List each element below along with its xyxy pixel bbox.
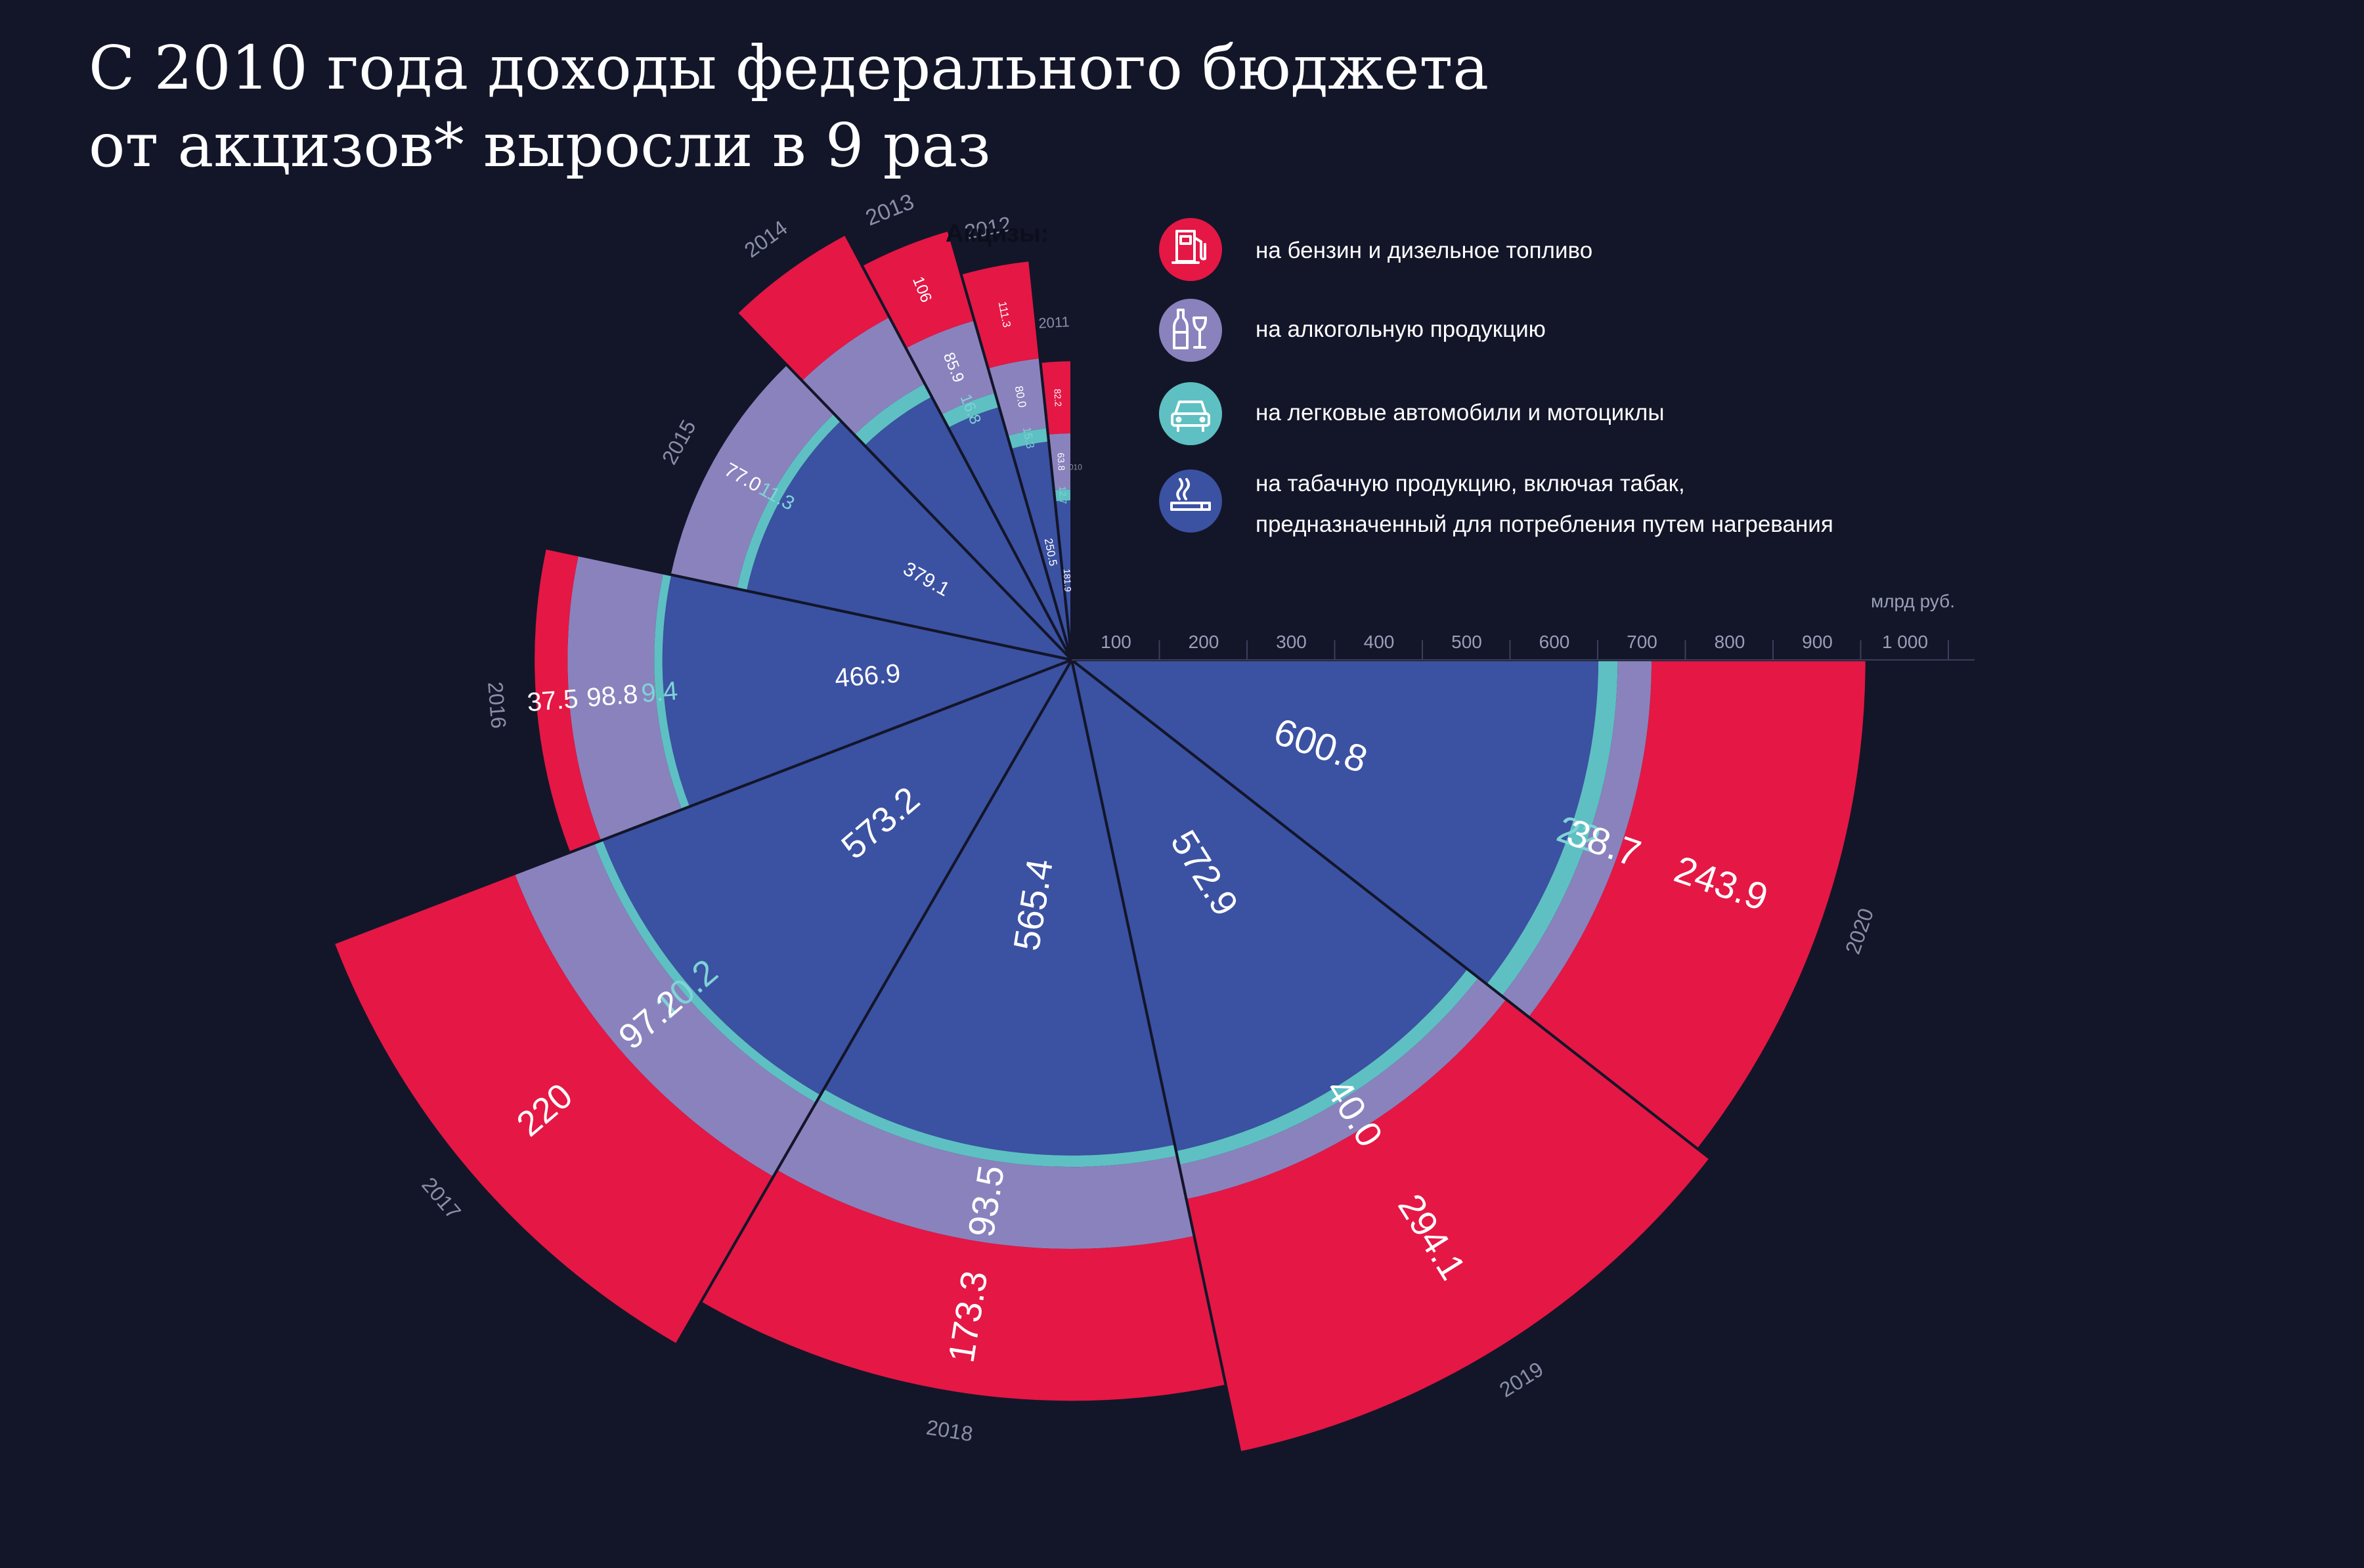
sector-fuel-2017 <box>334 873 774 1344</box>
value-label-tobacco-2016: 466.9 <box>834 659 902 693</box>
sector-alcohol-2014 <box>802 317 925 435</box>
sector-alcohol-2011 <box>1047 433 1072 490</box>
sector-cars-2011 <box>1053 489 1072 502</box>
sector-fuel-2014 <box>737 235 890 381</box>
sector-tobacco-2018 <box>823 660 1175 1156</box>
sector-tobacco-2014 <box>864 397 1072 660</box>
legend-label-tobacco-line-2: предназначенный для потребления путем на… <box>1256 512 1833 537</box>
value-label-alcohol-2016: 98.8 <box>586 680 639 712</box>
year-label-2015: 2015 <box>657 416 701 469</box>
sector-alcohol-2013 <box>906 320 996 415</box>
sector-edge-2014 <box>844 233 1073 661</box>
sector-cars-2016 <box>654 573 690 810</box>
legend-label-fuel: на бензин и дизельное топливо <box>1256 238 1592 263</box>
year-label-2016: 2016 <box>483 681 510 730</box>
radial-axis: 100 200 300 400 500 600 700 800 900 1 000 млрд руб… <box>1072 591 1975 661</box>
car-icon <box>1159 382 1222 445</box>
sector-fuel-2020 <box>1528 660 1866 1149</box>
radial-tick-label-1000: 1 000 <box>1882 632 1928 652</box>
legend-label-tobacco-line-1: на табачную продукцию, включая табак, <box>1256 471 1685 496</box>
legend-heading: Акцизы: <box>946 220 1049 248</box>
value-label-fuel-2016: 37.5 <box>526 684 579 717</box>
year-label-2018: 2018 <box>925 1415 974 1446</box>
year-label-2017: 2017 <box>417 1173 466 1224</box>
sector-tobacco-2015 <box>746 420 1072 660</box>
radial-tick-label-700: 700 <box>1627 632 1657 652</box>
year-label-2013: 2013 <box>862 189 917 231</box>
sector-edge-2018 <box>699 659 1073 1303</box>
sector-alcohol-2015 <box>670 365 834 589</box>
sector-alcohol-2017 <box>514 843 816 1177</box>
radial-tick-label-900: 900 <box>1802 632 1833 652</box>
value-label-cars-2016: 9.4 <box>640 676 679 708</box>
sector-cars-2019 <box>1176 969 1479 1165</box>
legend-item-cars: на легковые автомобили и мотоциклы <box>1159 382 1665 445</box>
sector-tobacco-2020 <box>1072 660 1599 984</box>
chart-sectors <box>334 231 1866 1452</box>
sector-alcohol-2019 <box>1179 978 1506 1200</box>
legend-label-alcohol: на алкогольную продукцию <box>1256 316 1546 342</box>
chart-title-line-1: С 2010 года доходы федерального бюджета <box>89 33 1489 103</box>
sector-fuel-2013 <box>862 231 974 349</box>
sector-edge-2013 <box>947 229 1073 661</box>
radial-tick-label-600: 600 <box>1539 632 1570 652</box>
radial-tick-label-200: 200 <box>1189 632 1219 652</box>
sector-edge-2017 <box>332 659 1072 945</box>
legend-item-fuel: на бензин и дизельное топливо <box>1159 218 1592 281</box>
sector-fuel-2011 <box>1040 361 1072 435</box>
year-label-2014: 2014 <box>740 215 792 262</box>
year-label-2019: 2019 <box>1495 1357 1547 1402</box>
sector-fuel-2016 <box>535 548 602 853</box>
legend-item-tobacco: на табачную продукцию, включая табак, пр… <box>1159 469 1833 537</box>
radial-tick-label-300: 300 <box>1276 632 1307 652</box>
sector-tobacco-2019 <box>1072 660 1468 1152</box>
bottle-and-glass-icon <box>1159 299 1222 362</box>
sector-cars-2014 <box>854 383 932 446</box>
sector-edge-2012 <box>1028 259 1073 661</box>
cigarette-icon <box>1159 469 1222 533</box>
year-label-2011: 2011 <box>1038 313 1070 331</box>
chart-title: С 2010 года доходы федерального бюджета … <box>89 30 1599 185</box>
sector-cars-2015 <box>737 414 841 591</box>
sector-cars-2012 <box>1007 428 1049 449</box>
radial-tick-label-500: 500 <box>1451 632 1482 652</box>
year-label-2020: 2020 <box>1841 905 1878 957</box>
radial-tick-label-800: 800 <box>1715 632 1745 652</box>
sector-tobacco-2016 <box>662 575 1072 807</box>
year-label-2010: 2010 <box>1064 462 1082 471</box>
sector-edge-2020 <box>1070 659 1699 1150</box>
radial-tick-label-400: 400 <box>1364 632 1395 652</box>
sector-edge-2015 <box>785 363 1073 661</box>
radial-tick-label-100: 100 <box>1101 632 1131 652</box>
sector-fuel-2019 <box>1186 999 1709 1452</box>
sector-alcohol-2016 <box>567 555 682 841</box>
legend: Акцизы: на бензин и дизельное топливо <box>946 218 1833 537</box>
sector-tobacco-2013 <box>948 407 1072 660</box>
sector-alcohol-2018 <box>777 1099 1194 1249</box>
sector-cars-2018 <box>818 1089 1177 1167</box>
value-label-cars-2011: 12.7 <box>1057 486 1068 504</box>
value-label-fuel-2011: 82.2 <box>1052 389 1063 407</box>
sector-alcohol-2020 <box>1502 660 1652 1017</box>
sector-cars-2020 <box>1487 660 1618 996</box>
sector-cars-2013 <box>941 393 999 428</box>
sector-edge-2016 <box>544 546 1072 661</box>
legend-label-cars: на легковые автомобили и мотоциклы <box>1256 400 1665 425</box>
value-label-tobacco-2011: 181.9 <box>1062 569 1074 592</box>
legend-item-alcohol: на алкогольную продукцию <box>1159 299 1546 362</box>
sector-tobacco-2017 <box>602 660 1072 1095</box>
chart-title-line-2: от акцизов* выросли в 9 раз <box>89 110 991 181</box>
unit-label: млрд руб. <box>1871 591 1955 611</box>
sector-edge-2019 <box>1070 659 1242 1453</box>
fuel-pump-icon <box>1159 218 1222 281</box>
value-label-alcohol-2011: 63.8 <box>1055 452 1066 471</box>
sector-fuel-2018 <box>701 1169 1226 1401</box>
